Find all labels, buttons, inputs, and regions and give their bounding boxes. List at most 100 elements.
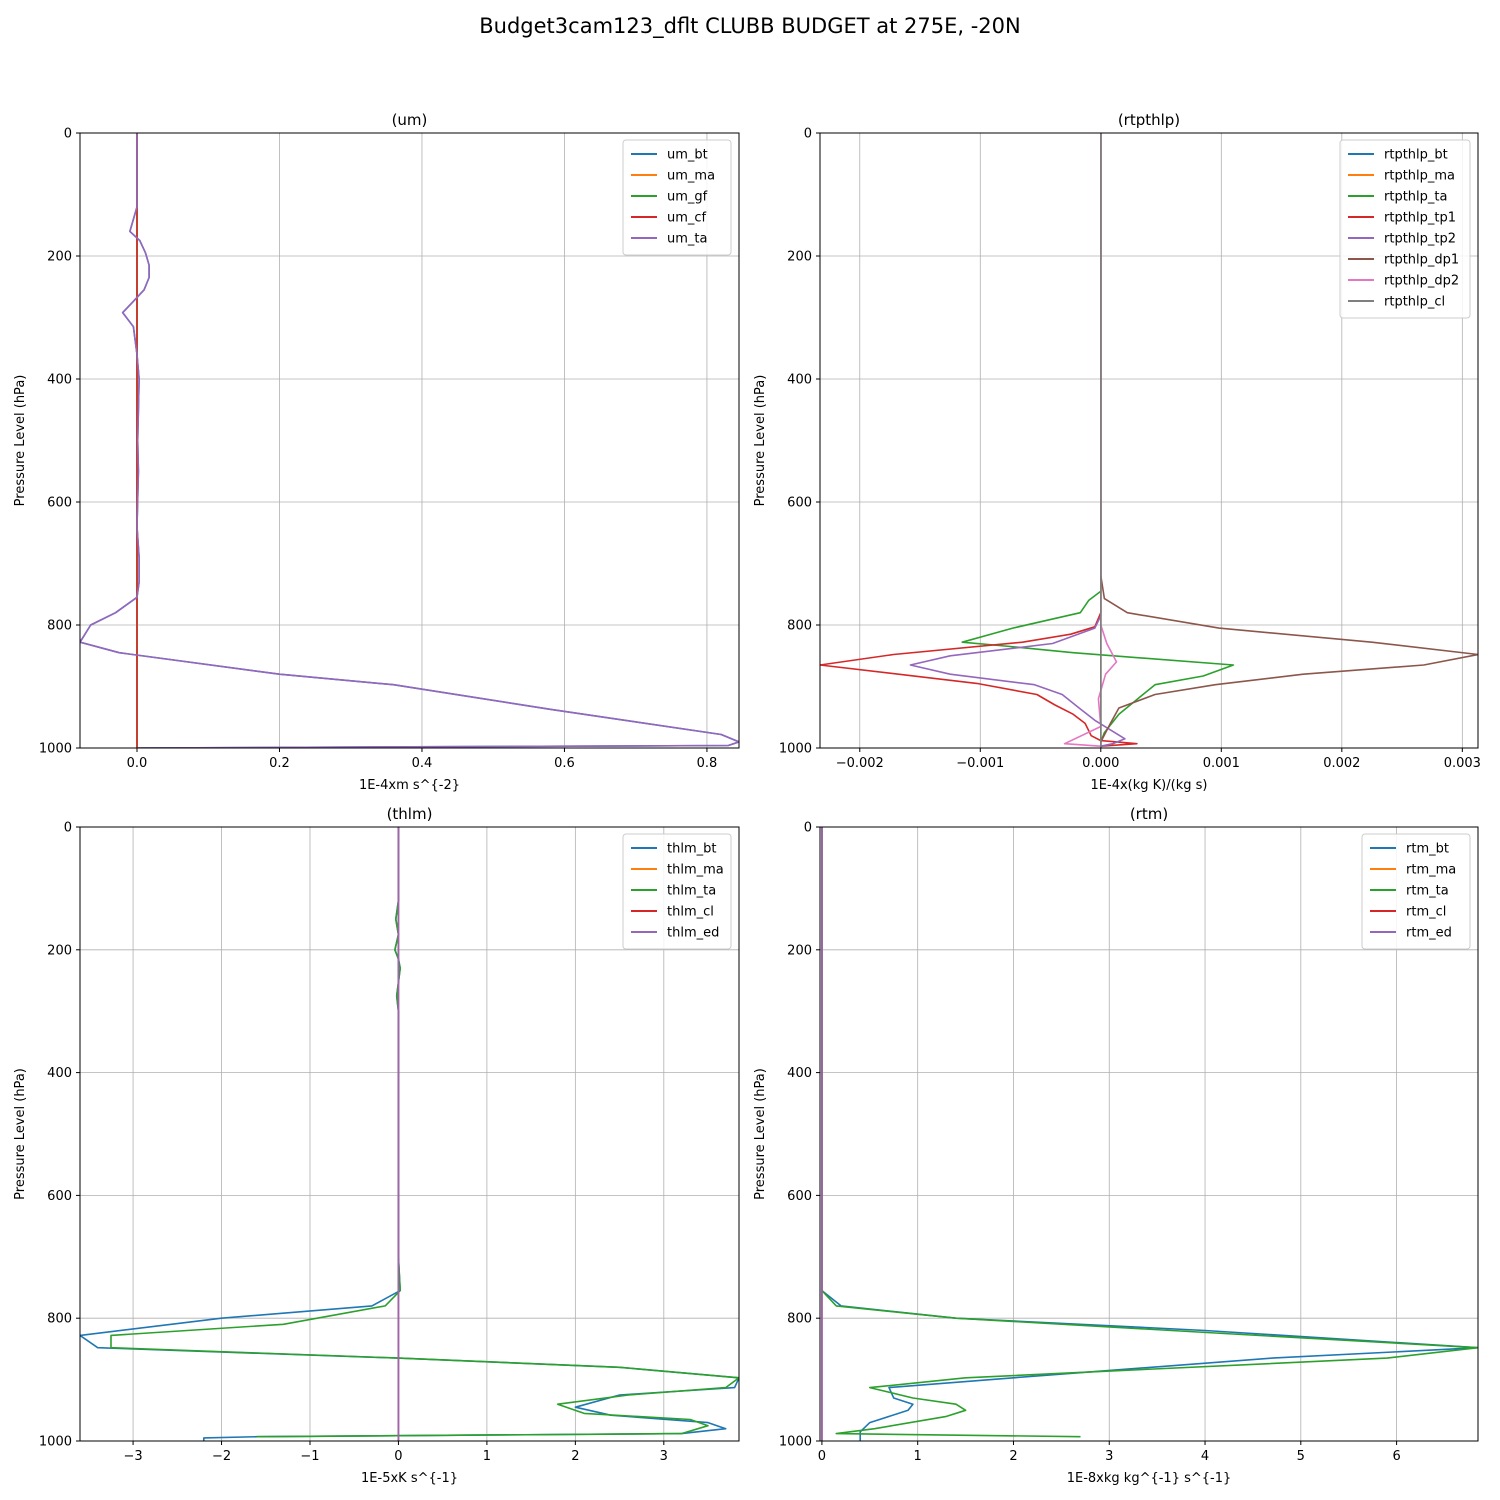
series-line-rtpthlp_tp2 — [909, 133, 1126, 748]
y-axis-label: Pressure Level (hPa) — [753, 1068, 768, 1200]
x-tick-label: 5 — [1297, 1449, 1305, 1464]
y-axis-label: Pressure Level (hPa) — [753, 375, 768, 507]
legend-label-thlm_ed: thlm_ed — [667, 926, 719, 941]
y-tick-label: 800 — [47, 1312, 72, 1327]
y-tick-label: 400 — [47, 373, 72, 388]
x-axis-label: 1E-4xm s^{-2} — [359, 778, 460, 793]
legend-label-rtpthlp_ma: rtpthlp_ma — [1384, 169, 1455, 184]
y-tick-label: 0 — [804, 127, 812, 142]
x-tick-label: 0.002 — [1323, 756, 1360, 771]
y-tick-label: 0 — [64, 127, 72, 142]
y-tick-label: 800 — [787, 1312, 812, 1327]
series-line-rtpthlp_dp2 — [1063, 133, 1118, 748]
y-axis-label: Pressure Level (hPa) — [13, 375, 28, 507]
y-tick-label: 600 — [47, 1189, 72, 1204]
legend-label-rtm_bt: rtm_bt — [1406, 842, 1449, 857]
legend-box — [1339, 139, 1471, 319]
legend-label-rtm_ta: rtm_ta — [1406, 884, 1449, 899]
y-tick-label: 200 — [787, 250, 812, 265]
legend-box — [622, 833, 732, 950]
x-tick-label: 0.4 — [412, 756, 433, 771]
series-line-rtpthlp_tp1 — [820, 133, 1138, 748]
plot-frame — [79, 826, 740, 1442]
legend-label-um_gf: um_gf — [667, 190, 708, 205]
legend-label-rtpthlp_bt: rtpthlp_bt — [1384, 148, 1448, 163]
x-axis-label: 1E-4x(kg K)/(kg s) — [1091, 778, 1208, 793]
series-group — [80, 133, 739, 748]
panel-title: (rtm) — [1130, 805, 1168, 823]
series-group — [80, 827, 739, 1441]
plot-frame — [79, 132, 740, 749]
plot-frame — [819, 826, 1479, 1442]
legend-label-um_cf: um_cf — [667, 211, 707, 226]
y-axis-label: Pressure Level (hPa) — [13, 1068, 28, 1200]
y-tick-label: 0 — [64, 821, 72, 836]
legend-label-rtm_cl: rtm_cl — [1406, 905, 1446, 920]
x-tick-label: 0.003 — [1444, 756, 1481, 771]
x-tick-label: 3 — [1105, 1449, 1113, 1464]
series-line-thlm_ta — [110, 827, 739, 1438]
legend-label-thlm_bt: thlm_bt — [667, 842, 716, 857]
legend-label-um_ma: um_ma — [667, 169, 715, 184]
legend-label-rtpthlp_tp1: rtpthlp_tp1 — [1384, 211, 1456, 226]
x-tick-label: −2 — [212, 1449, 231, 1464]
x-tick-label: 2 — [1009, 1449, 1017, 1464]
legend: thlm_bt thlm_ma thlm_ta thlm_cl thlm_ed — [622, 833, 732, 950]
x-axis-label: 1E-5xK s^{-1} — [361, 1471, 458, 1486]
y-tick-label: 600 — [787, 496, 812, 511]
panel-title: (um) — [392, 111, 428, 129]
legend-box — [1361, 833, 1471, 950]
legend-label-um_bt: um_bt — [667, 148, 708, 163]
legend-label-rtpthlp_cl: rtpthlp_cl — [1384, 295, 1445, 310]
legend-label-thlm_cl: thlm_cl — [667, 905, 714, 920]
x-tick-label: 0.2 — [269, 756, 290, 771]
x-tick-label: −0.002 — [836, 756, 884, 771]
legend: rtm_bt rtm_ma rtm_ta rtm_cl rtm_ed — [1361, 833, 1471, 950]
legend-box — [622, 139, 732, 256]
x-tick-label: 0 — [394, 1449, 402, 1464]
series-line-um_ta — [80, 133, 739, 748]
x-tick-label: −0.001 — [956, 756, 1004, 771]
x-tick-label: 0.000 — [1082, 756, 1119, 771]
x-tick-label: 6 — [1392, 1449, 1400, 1464]
y-tick-label: 1000 — [39, 1435, 72, 1450]
legend-label-um_ta: um_ta — [667, 232, 707, 247]
legend-label-rtm_ma: rtm_ma — [1406, 863, 1456, 878]
x-tick-label: 0.0 — [127, 756, 148, 771]
series-group — [821, 827, 1478, 1441]
x-tick-label: 0 — [818, 1449, 826, 1464]
figure-title: Budget3cam123_dflt CLUBB BUDGET at 275E,… — [479, 14, 1021, 38]
legend-label-rtpthlp_ta: rtpthlp_ta — [1384, 190, 1447, 205]
x-axis-label: 1E-8xkg kg^{-1} s^{-1} — [1067, 1471, 1232, 1486]
x-tick-label: 0.001 — [1203, 756, 1240, 771]
panel-4: 0 1 2 3 4 5 6 0 200 400 600 800 1000 (rtm) 1E-8xkg kg^… — [753, 805, 1479, 1486]
panel-3: −3 −2 −1 0 1 2 3 0 200 400 600 800 1000 (thlm) 1E-5xK … — [13, 805, 740, 1486]
y-tick-label: 400 — [47, 1066, 72, 1081]
y-tick-label: 800 — [787, 619, 812, 634]
x-tick-label: 1 — [914, 1449, 922, 1464]
y-tick-label: 1000 — [779, 1435, 812, 1450]
x-tick-label: −1 — [300, 1449, 319, 1464]
legend-label-thlm_ta: thlm_ta — [667, 884, 716, 899]
legend: rtpthlp_bt rtpthlp_ma rtpthlp_ta rtpthlp_tp… — [1339, 139, 1471, 319]
y-tick-label: 1000 — [779, 742, 812, 757]
series-line-rtpthlp_dp1 — [1100, 133, 1478, 748]
y-tick-label: 600 — [787, 1189, 812, 1204]
y-tick-label: 200 — [47, 250, 72, 265]
x-tick-label: 2 — [571, 1449, 579, 1464]
legend-label-rtpthlp_dp2: rtpthlp_dp2 — [1384, 274, 1459, 289]
x-tick-label: 0.6 — [554, 756, 575, 771]
x-tick-label: 4 — [1201, 1449, 1209, 1464]
panel-title: (thlm) — [387, 805, 433, 823]
y-tick-label: 200 — [787, 943, 812, 958]
x-tick-label: 3 — [660, 1449, 668, 1464]
legend-label-thlm_ma: thlm_ma — [667, 863, 724, 878]
x-tick-label: 0.8 — [697, 756, 718, 771]
legend: um_bt um_ma um_gf um_cf um_ta — [622, 139, 732, 256]
y-tick-label: 800 — [47, 619, 72, 634]
series-line-rtpthlp_ta — [961, 133, 1235, 748]
y-tick-label: 200 — [47, 943, 72, 958]
legend-label-rtm_ed: rtm_ed — [1406, 926, 1452, 941]
plot-frame — [819, 132, 1479, 749]
x-tick-label: −3 — [123, 1449, 142, 1464]
